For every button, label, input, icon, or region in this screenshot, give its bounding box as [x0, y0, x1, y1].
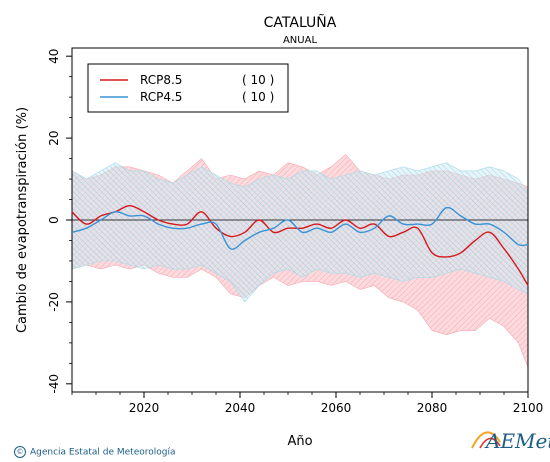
logo-text: AEMet	[484, 429, 550, 453]
y-tick-label: 40	[47, 49, 61, 64]
y-tick-label: -40	[47, 374, 61, 394]
x-tick-label: 2020	[129, 401, 160, 415]
x-tick-label: 2100	[513, 401, 544, 415]
y-tick-label: 0	[47, 216, 61, 224]
x-axis: 2020 2040 2060 2080 2100	[71, 392, 544, 415]
line-rcp85	[71, 204, 529, 286]
y-axis: -40 -20 0 20 40	[47, 49, 72, 394]
x-tick-label: 2040	[225, 401, 256, 415]
chart-subtitle: ANUAL	[283, 35, 317, 46]
line-rcp45	[71, 206, 529, 250]
x-tick-label: 2060	[321, 401, 352, 415]
series-lines	[71, 204, 529, 286]
x-axis-label: Año	[287, 434, 312, 449]
y-axis-label: Cambio de evapotranspiración (%)	[15, 107, 30, 333]
copyright-icon: ©	[14, 446, 26, 458]
legend-label-rcp45: RCP4.5	[140, 90, 182, 104]
legend-box	[87, 63, 289, 113]
aemet-logo: AEMet	[471, 429, 550, 453]
legend-label-rcp85: RCP8.5	[140, 73, 182, 87]
legend-count-rcp45: ( 10 )	[242, 90, 274, 104]
legend-count-rcp85: ( 10 )	[242, 73, 274, 87]
uncertainty-bands	[71, 154, 529, 368]
footer-text: Agencia Estatal de Meteorología	[30, 447, 176, 458]
legend: RCP8.5 ( 10 ) RCP4.5 ( 10 )	[87, 63, 289, 113]
y-tick-label: -20	[47, 292, 61, 312]
footer-copyright: © Agencia Estatal de Meteorología	[14, 446, 176, 458]
y-tick-label: 20	[47, 130, 61, 145]
x-tick-label: 2080	[417, 401, 448, 415]
chart-title: CATALUÑA	[264, 14, 337, 31]
